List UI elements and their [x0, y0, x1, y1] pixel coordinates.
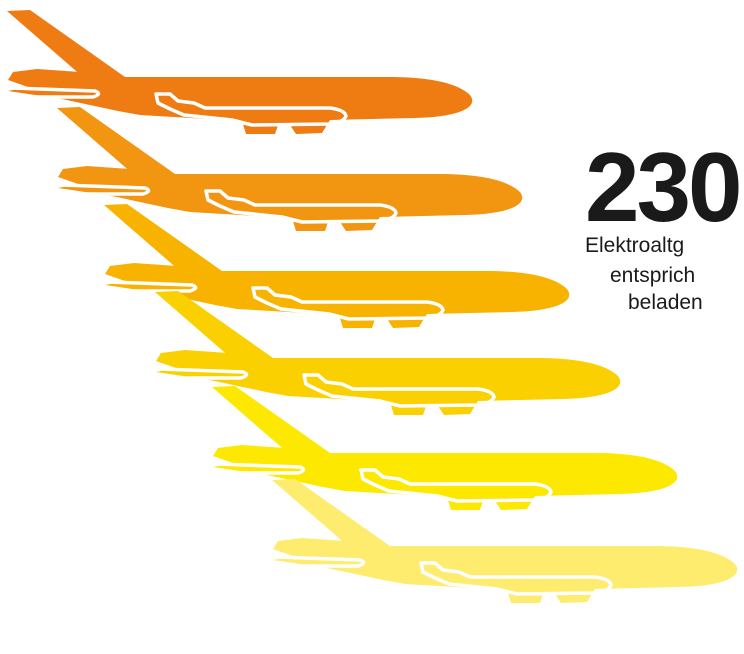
- plane-tail: [57, 107, 175, 174]
- plane-4-icon: [155, 291, 621, 415]
- plane-stabilizer-outline: [107, 280, 198, 293]
- plane-fuselage: [8, 69, 473, 134]
- plane-5-icon: [212, 386, 678, 510]
- plane-stabilizer-outline: [10, 86, 101, 99]
- caption-line-3: beladen: [628, 291, 703, 314]
- plane-stabilizer-outline: [275, 555, 366, 568]
- caption-line-1: Elektroaltg: [585, 234, 685, 257]
- caption-line-2: entsprich: [610, 264, 696, 287]
- plane-tail: [155, 291, 273, 358]
- plane-stabilizer-outline: [215, 462, 306, 475]
- plane-tail: [212, 386, 330, 453]
- plane-tail: [104, 204, 222, 271]
- plane-3-icon: [104, 204, 570, 328]
- plane-wing-outline: [251, 286, 445, 321]
- plane-fuselage: [58, 166, 523, 231]
- plane-tail: [272, 479, 390, 546]
- plane-fuselage: [105, 263, 570, 328]
- plane-wing-outline: [419, 561, 613, 596]
- plane-wing-outline: [204, 189, 398, 224]
- plane-6-icon: [272, 479, 738, 603]
- plane-stabilizer-outline: [158, 367, 249, 380]
- headline-number: 230: [585, 132, 743, 242]
- plane-1-icon: [7, 10, 473, 134]
- plane-fuselage: [273, 538, 738, 603]
- plane-wing-outline: [154, 92, 348, 127]
- plane-2-icon: [57, 107, 523, 231]
- plane-fuselage: [213, 445, 678, 510]
- plane-tail: [7, 10, 125, 77]
- plane-stabilizer-outline: [60, 183, 151, 196]
- plane-fuselage: [156, 350, 621, 415]
- plane-wing-outline: [302, 373, 496, 408]
- plane-wing-outline: [359, 468, 553, 503]
